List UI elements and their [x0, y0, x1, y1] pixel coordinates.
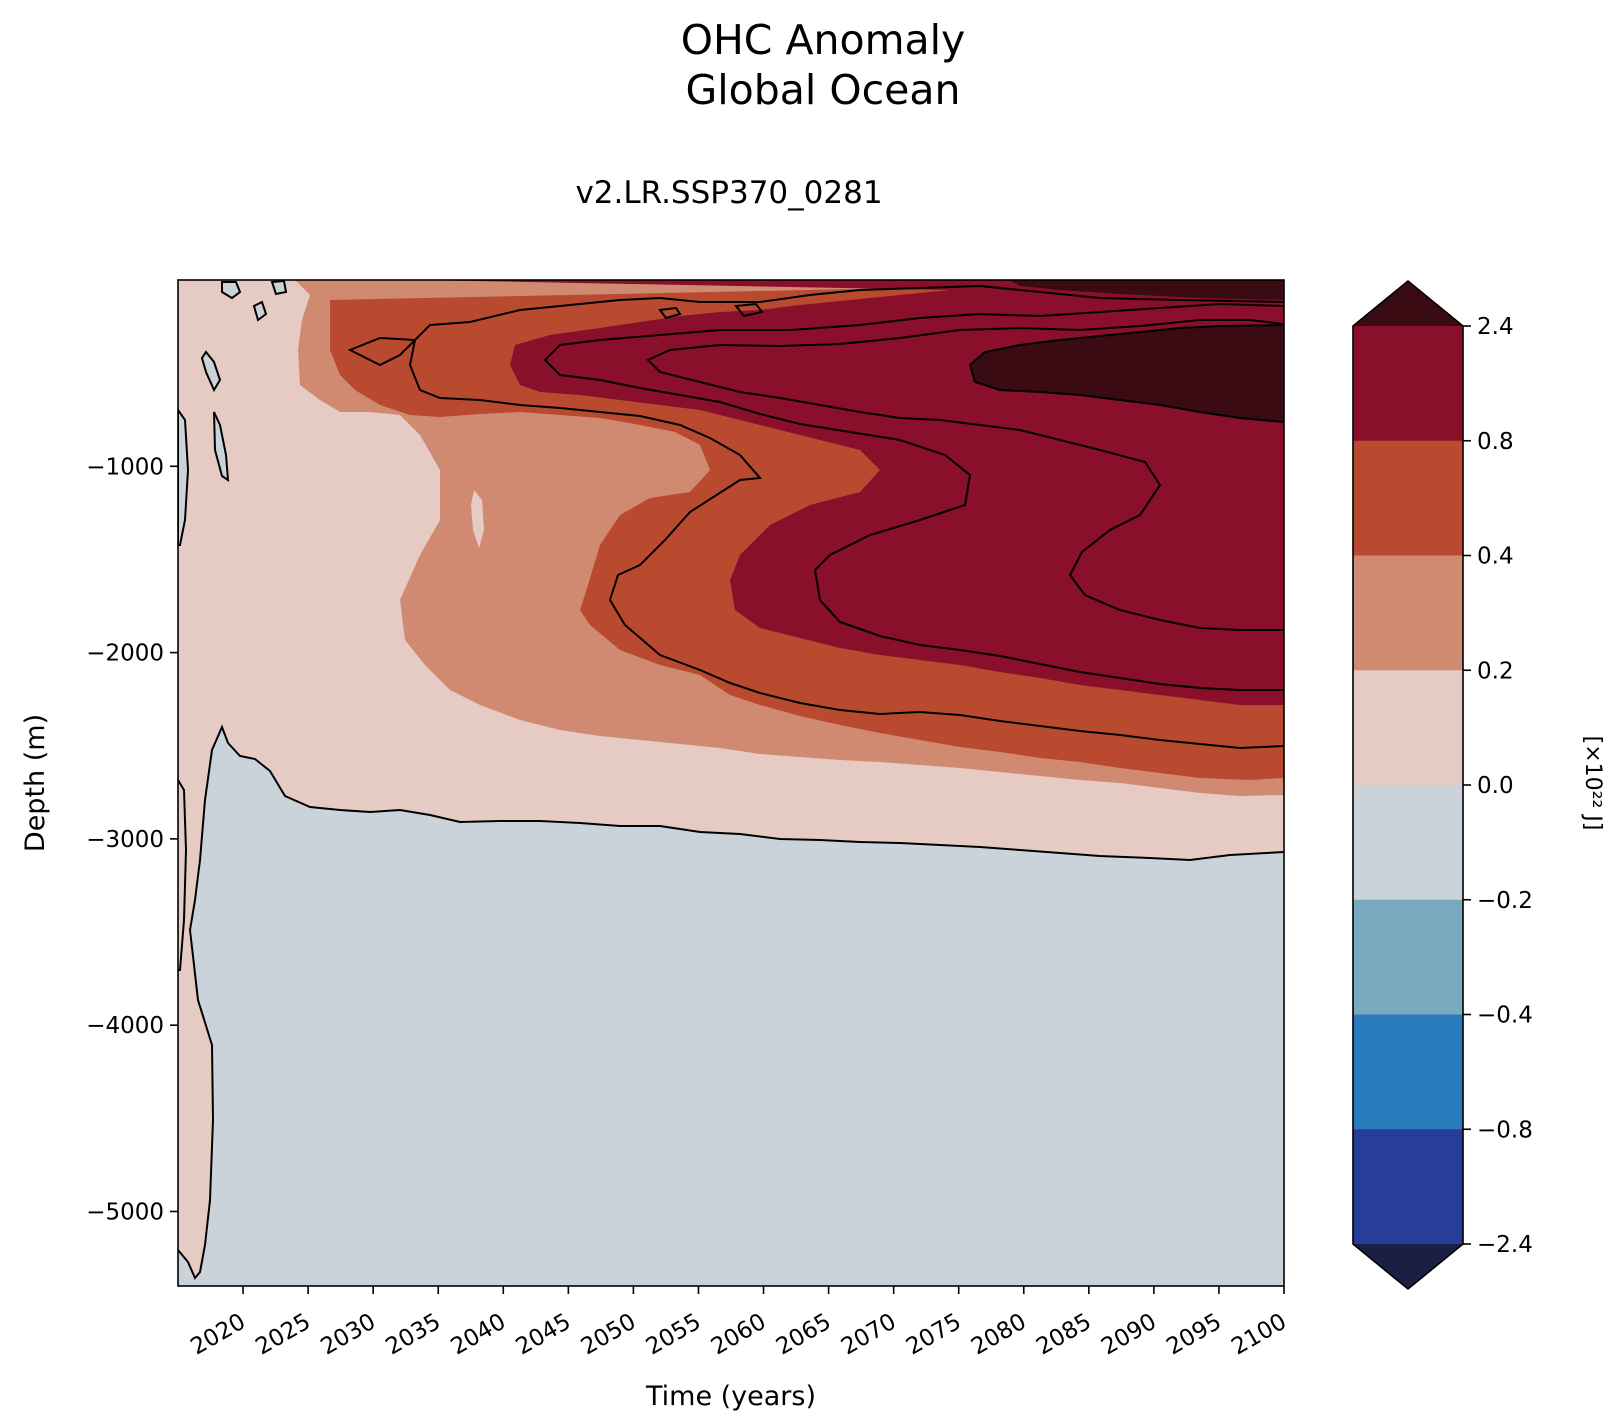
colorbar-extend-top: [1353, 281, 1463, 326]
x-tick-label: 2075: [902, 1309, 966, 1361]
colorbar-band: [1353, 555, 1463, 671]
colorbar-band: [1353, 1129, 1463, 1245]
y-tick-label: −3000: [86, 827, 164, 853]
colorbar-tick-label: 0.2: [1477, 658, 1514, 684]
x-axis: 2020 2025 2030 2035 2040 2045 2050 2055 2060 2065…: [186, 1286, 1291, 1360]
band-2-4-top: [1010, 280, 1284, 300]
contour-lines: [178, 284, 1284, 1280]
x-tick-label: 2090: [1097, 1309, 1161, 1361]
colorbar-label: [×10²² J]: [1580, 736, 1605, 831]
chart-title-line2: Global Ocean: [686, 66, 961, 114]
patch-neg-3: [200, 350, 222, 393]
colorbar-tick-label: −0.8: [1477, 1117, 1533, 1143]
x-tick-label: 2070: [837, 1309, 901, 1361]
x-tick-label: 2030: [316, 1309, 380, 1361]
colorbar-band: [1353, 1014, 1463, 1130]
band-2-4: [970, 325, 1284, 422]
contour-line-0-0: [178, 724, 1284, 1280]
colorbar-tick-label: 0.8: [1477, 429, 1514, 455]
x-tick-label: 2095: [1162, 1309, 1226, 1361]
colorbar-band: [1353, 670, 1463, 786]
colorbar-tick-label: −0.4: [1477, 1003, 1533, 1029]
y-tick-label: −2000: [86, 641, 164, 667]
y-axis: −5000 −4000 −3000 −2000 −1000: [86, 454, 178, 1225]
x-tick-label: 2035: [382, 1309, 446, 1361]
colorbar-extend-bottom: [1353, 1244, 1463, 1289]
colorbar: 2.4 0.8 0.4 0.2 0.0 −0.2 −0.4 −0.8 −2.4: [1352, 279, 1533, 1291]
contour-line-0-8: [543, 302, 1284, 691]
colorbar-tick-label: 2.4: [1477, 314, 1514, 340]
x-tick-label: 2085: [1032, 1309, 1096, 1361]
contour-line-neg-left: [178, 779, 188, 971]
chart-title: OHC Anomaly: [681, 16, 966, 64]
x-tick-label: 2055: [642, 1309, 706, 1361]
x-tick-label: 2020: [186, 1309, 250, 1361]
x-tick-label: 2100: [1227, 1309, 1291, 1361]
colorbar-tick-label: −2.4: [1477, 1232, 1533, 1258]
contour-line-small-1: [658, 306, 682, 320]
colorbar-band: [1353, 326, 1463, 442]
y-tick-label: −1000: [86, 454, 164, 480]
chart-subtitle: v2.LR.SSP370_0281: [575, 175, 882, 211]
y-tick-label: −5000: [86, 1199, 164, 1225]
x-tick-label: 2080: [967, 1309, 1031, 1361]
plot-frame: [177, 279, 1285, 1287]
colorbar-tick-label: 0.0: [1477, 773, 1514, 799]
y-axis-label: Depth (m): [20, 714, 51, 852]
patch-neg-1: [178, 408, 190, 546]
colorbar-tick-label: 0.4: [1477, 544, 1514, 570]
contour-line-0-4: [347, 284, 1284, 750]
x-tick-label: 2045: [512, 1309, 576, 1361]
colorbar-band: [1353, 785, 1463, 901]
x-tick-label: 2050: [577, 1309, 641, 1361]
x-tick-label: 2065: [772, 1309, 836, 1361]
contour-line-2-4: [968, 324, 1284, 423]
contour-line-small-2: [734, 302, 764, 318]
patch-neg-4: [221, 281, 242, 300]
patch-neg-6: [270, 280, 288, 296]
colorbar-band: [1353, 899, 1463, 1015]
patch-lightpink: [471, 490, 484, 548]
x-tick-label: 2025: [251, 1309, 315, 1361]
x-axis-label: Time (years): [645, 1381, 816, 1412]
x-tick-label: 2060: [707, 1309, 771, 1361]
y-tick-label: −4000: [86, 1013, 164, 1039]
contour-field: [178, 280, 1284, 1286]
x-tick-label: 2040: [447, 1309, 511, 1361]
colorbar-band: [1353, 440, 1463, 556]
contour-line-1-6: [646, 319, 1284, 631]
colorbar-tick-label: −0.2: [1477, 888, 1533, 914]
patch-neg-5: [252, 300, 268, 322]
patch-neg-2: [213, 411, 230, 482]
